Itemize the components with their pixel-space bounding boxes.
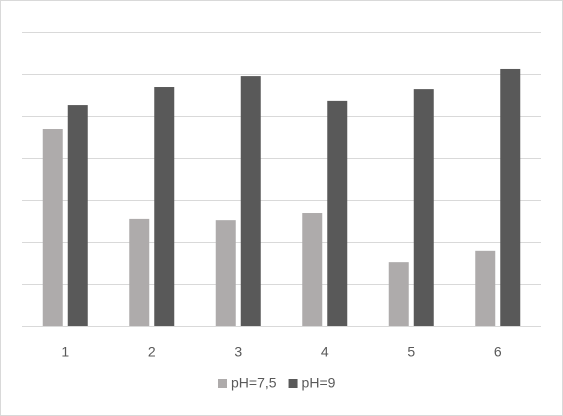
x-tick-label: 6 [494, 344, 502, 360]
bar [413, 89, 434, 327]
bar [215, 220, 236, 326]
x-tick-label: 4 [321, 344, 329, 360]
bar [67, 105, 88, 326]
bar [240, 76, 261, 326]
legend-label: pH=9 [302, 375, 336, 391]
legend-label: pH=7,5 [231, 375, 277, 391]
x-tick-label: 5 [407, 344, 415, 360]
x-tick-label: 3 [234, 344, 242, 360]
bar [129, 218, 150, 326]
bar [388, 262, 409, 326]
x-tick-label: 2 [148, 344, 156, 360]
bar [154, 87, 175, 327]
x-tick-label: 1 [61, 344, 69, 360]
legend-swatch [288, 379, 298, 388]
bar [475, 250, 496, 326]
bar [302, 213, 323, 326]
legend-swatch [218, 379, 227, 388]
bar [500, 68, 521, 327]
bar [42, 129, 63, 326]
bar [327, 100, 348, 326]
